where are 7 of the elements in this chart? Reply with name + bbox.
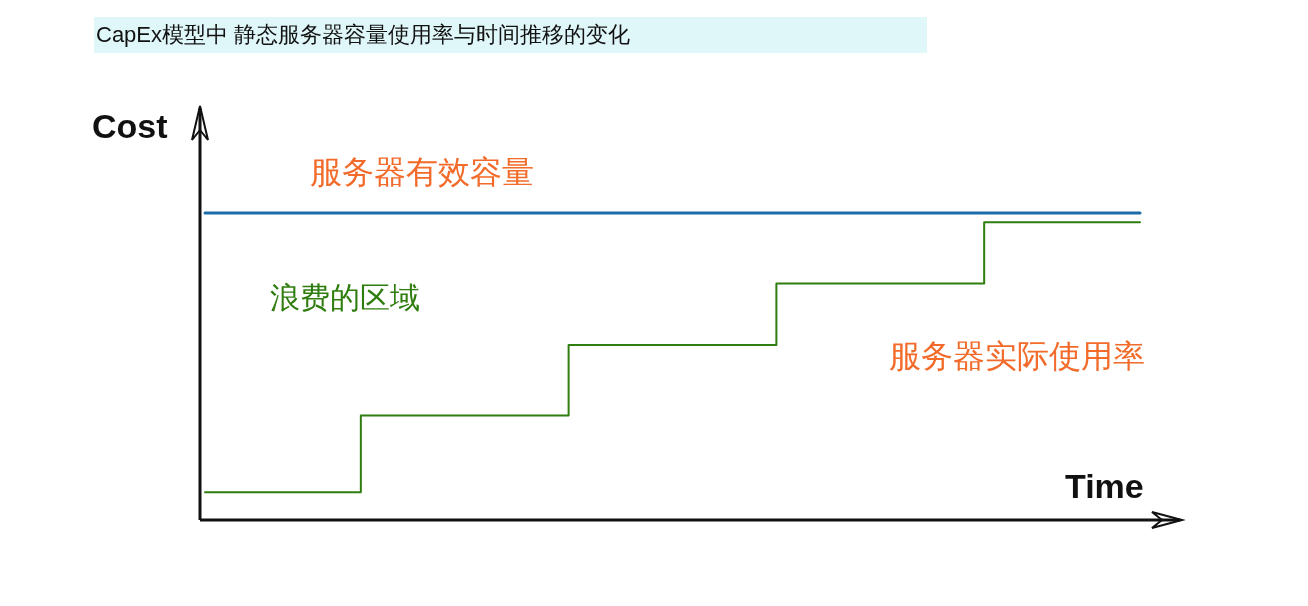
title: CapEx模型中 静态服务器容量使用率与时间推移的变化 (94, 17, 927, 53)
series-label: 服务器有效容量 (310, 154, 534, 190)
y-axis-title: Cost (92, 107, 168, 145)
chart-title: CapEx模型中 静态服务器容量使用率与时间推移的变化 (96, 22, 631, 47)
series-label: 服务器实际使用率 (889, 338, 1145, 375)
annotation: 浪费的区域 (270, 281, 420, 314)
x-axis-title: Time (1065, 467, 1144, 505)
